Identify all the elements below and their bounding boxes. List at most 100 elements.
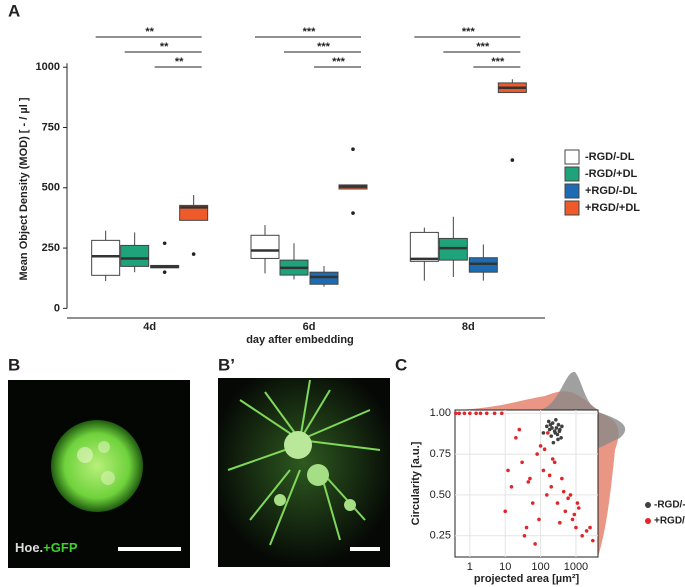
point bbox=[574, 525, 578, 530]
point bbox=[509, 484, 514, 489]
significance-label: *** bbox=[476, 41, 490, 53]
x-tick-label: 4d bbox=[143, 321, 156, 333]
outlier bbox=[162, 270, 167, 274]
point bbox=[478, 411, 483, 416]
point bbox=[549, 434, 554, 438]
y-tick-label: 500 bbox=[42, 182, 60, 194]
panel-label: B bbox=[8, 355, 20, 374]
point bbox=[547, 473, 552, 478]
point bbox=[557, 429, 562, 434]
point bbox=[535, 452, 539, 456]
point bbox=[559, 435, 563, 440]
point bbox=[560, 424, 564, 429]
caption-hoe: Hoe. bbox=[15, 540, 43, 555]
legend-label: +RGD/+DL bbox=[585, 202, 640, 214]
point bbox=[545, 424, 549, 429]
x-axis-title: day after embedding bbox=[246, 334, 354, 346]
point bbox=[492, 411, 497, 416]
y-axis-title: Circularity [a.u.] bbox=[410, 441, 422, 525]
legend-label: +RGD/-DL bbox=[585, 185, 638, 197]
outlier bbox=[191, 252, 196, 256]
point bbox=[503, 509, 508, 514]
point bbox=[541, 468, 546, 473]
point bbox=[549, 484, 554, 489]
significance-label: *** bbox=[303, 26, 317, 38]
point bbox=[542, 447, 547, 452]
y-tick-label: 1.00 bbox=[430, 407, 451, 419]
point bbox=[548, 422, 553, 427]
legend-swatch bbox=[645, 502, 651, 508]
image-b2 bbox=[218, 378, 390, 567]
box bbox=[409, 231, 439, 262]
point bbox=[522, 533, 527, 538]
panel-label: B’ bbox=[218, 355, 235, 374]
point bbox=[566, 496, 570, 501]
panel-label: C bbox=[395, 355, 407, 374]
point bbox=[474, 411, 478, 416]
y-tick-label: 0 bbox=[54, 302, 60, 314]
point bbox=[558, 520, 562, 525]
point bbox=[553, 431, 558, 435]
point bbox=[555, 501, 560, 505]
point bbox=[514, 435, 518, 440]
point bbox=[506, 468, 510, 473]
point bbox=[556, 422, 561, 427]
image-b bbox=[8, 380, 190, 568]
legend-label: -RGD/+DL bbox=[585, 168, 638, 180]
y-tick-label: 0.75 bbox=[430, 448, 451, 460]
point bbox=[552, 460, 557, 465]
point bbox=[541, 431, 546, 435]
point bbox=[561, 489, 566, 494]
point bbox=[554, 426, 559, 430]
legend-swatch bbox=[645, 518, 651, 524]
y-axis-title: Mean Object Density (MOD) [ - / µl ] bbox=[18, 97, 30, 280]
y-tick-label: 0.50 bbox=[430, 489, 451, 501]
point bbox=[580, 533, 584, 538]
legend-label: +RGD/+DL bbox=[654, 516, 685, 527]
point bbox=[526, 480, 531, 484]
legend-swatch bbox=[564, 166, 580, 182]
significance-label: *** bbox=[491, 56, 505, 68]
point bbox=[524, 525, 529, 530]
outlier bbox=[510, 158, 515, 162]
y-tick-label: 1000 bbox=[36, 61, 60, 73]
significance-label: ** bbox=[175, 56, 184, 68]
significance-label: ** bbox=[160, 41, 169, 53]
y-tick-label: 750 bbox=[42, 121, 60, 133]
x-tick-label: 1000 bbox=[564, 561, 588, 573]
x-tick-label: 8d bbox=[462, 321, 475, 333]
point bbox=[556, 437, 560, 442]
caption-gfp: +GFP bbox=[43, 540, 78, 555]
x-tick-label: 1 bbox=[467, 561, 473, 573]
point bbox=[517, 427, 522, 432]
point bbox=[462, 411, 467, 416]
point bbox=[453, 411, 458, 416]
point bbox=[584, 529, 589, 533]
x-axis-title: projected area [µm²] bbox=[474, 573, 580, 585]
y-tick-label: 0.25 bbox=[430, 530, 451, 542]
point bbox=[560, 476, 564, 481]
point bbox=[551, 440, 556, 445]
x-tick-label: 100 bbox=[531, 561, 549, 573]
point bbox=[546, 431, 550, 435]
point bbox=[550, 457, 555, 461]
panel-label: A bbox=[8, 1, 20, 20]
legend-swatch bbox=[564, 200, 580, 216]
significance-label: *** bbox=[462, 26, 476, 38]
significance-label: *** bbox=[317, 41, 331, 53]
y-tick-label: 250 bbox=[42, 242, 60, 254]
point bbox=[545, 493, 549, 497]
point bbox=[528, 476, 532, 481]
point bbox=[533, 542, 537, 546]
point bbox=[457, 411, 462, 416]
point bbox=[572, 512, 577, 517]
plot-area bbox=[454, 409, 599, 558]
box bbox=[179, 204, 209, 221]
legend-swatch bbox=[564, 149, 580, 165]
box bbox=[250, 234, 280, 259]
outlier bbox=[351, 211, 355, 215]
point bbox=[588, 525, 592, 530]
point bbox=[568, 493, 573, 497]
box bbox=[120, 244, 150, 267]
